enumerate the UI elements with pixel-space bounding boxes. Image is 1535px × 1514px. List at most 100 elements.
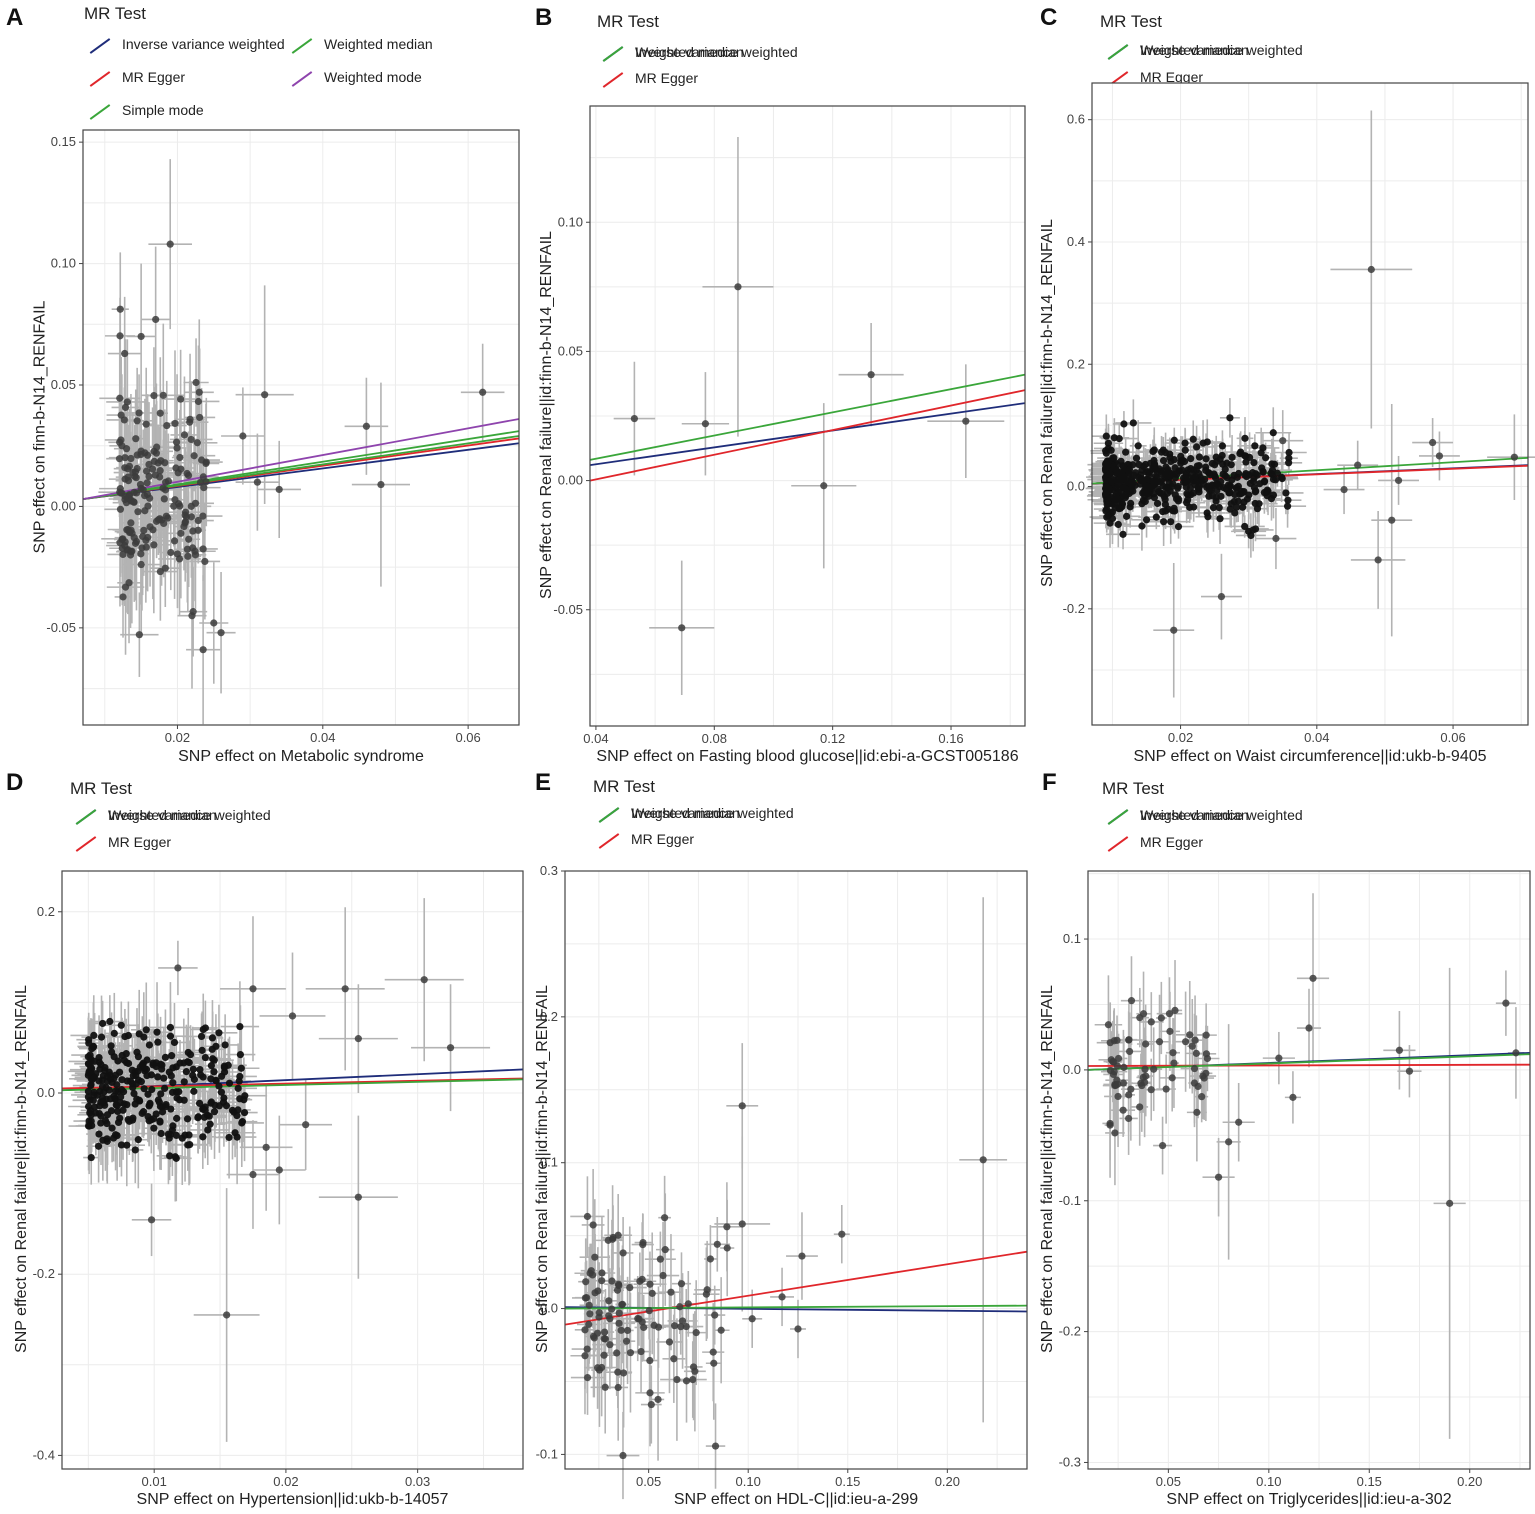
snp-point [354,1035,362,1043]
snp-point [626,1349,635,1357]
snp-point [1218,451,1226,460]
snp-point [138,544,146,552]
snp-point [1259,444,1267,452]
snp-point [190,1075,198,1083]
snp-point [609,1233,617,1242]
snp-point [175,555,184,563]
snp-point [186,415,194,423]
snp-point [240,1096,248,1104]
snp-point [161,1084,169,1093]
snp-point [1141,1065,1149,1073]
y-tick-label: 0.00 [51,498,76,513]
snp-point [131,1146,139,1154]
y-tick-label: 0.1 [1063,931,1081,946]
snp-point [88,1075,97,1083]
snp-point [1170,456,1178,464]
snp-point [1216,515,1224,523]
snp-point [1190,503,1198,511]
snp-point [585,1301,593,1309]
snp-point [1127,997,1136,1005]
snp-point [84,1053,92,1061]
y-axis-label: SNP effect on Renal failure||id:finn-b-N… [538,231,555,599]
y-axis-label: SNP effect on Renal failure||id:finn-b-N… [13,985,30,1353]
snp-point [1164,472,1172,480]
snp-point [107,1042,115,1050]
snp-point [677,1323,685,1331]
snp-point [701,420,710,428]
snp-point [1177,459,1185,467]
snp-point [1190,1064,1199,1073]
snp-point [1149,447,1157,456]
snp-point [199,545,207,553]
snp-point [709,1348,717,1356]
snp-point [189,1065,197,1073]
snp-point [253,478,261,486]
snp-point [1104,439,1113,447]
y-tick-label: 0.2 [1067,356,1085,371]
snp-point [189,608,197,616]
snp-point [161,564,169,572]
snp-point [95,1130,103,1138]
snp-point [670,1355,678,1363]
snp-point [225,1079,234,1087]
snp-point [593,1329,602,1337]
snp-point [175,1088,183,1096]
snp-point [678,1317,687,1325]
snp-point [237,1064,245,1072]
snp-point [1230,497,1238,506]
snp-point [199,646,207,654]
snp-point [1388,516,1396,524]
legend-title: MR Test [84,4,147,23]
snp-point [1251,442,1259,450]
mr-lines [564,1250,1028,1326]
snp-point [171,419,179,428]
snp-point [121,1032,129,1041]
snp-point [195,388,203,396]
snp-point [261,391,269,399]
snp-point [586,1310,594,1318]
snp-point [1119,530,1127,538]
snp-point [1241,522,1249,531]
snp-point [1211,461,1219,469]
snp-point [1139,489,1147,497]
snp-point [170,537,179,545]
snp-point [1279,437,1287,445]
snp-point [122,445,131,453]
snp-point [182,1068,190,1076]
snp-point [1193,1108,1201,1116]
snp-point [107,1107,116,1115]
snp-point [1340,486,1348,494]
snp-point [1246,479,1254,488]
snp-point [1193,443,1201,451]
x-tick-label: 0.02 [273,1474,298,1489]
snp-points [84,964,455,1319]
snp-point [645,1307,653,1315]
panel-label: E [535,769,552,796]
snp-point [1255,500,1263,508]
snp-point [1289,1093,1297,1101]
plot-border [1087,870,1531,1470]
snp-point [1214,1173,1223,1181]
snp-point [1183,499,1191,507]
snp-point [1104,512,1112,520]
snp-point [1202,463,1210,471]
snp-point [1141,1078,1149,1086]
snp-point [108,1124,116,1132]
snp-point [167,1105,175,1113]
snp-point [1164,465,1172,474]
snp-point [646,1356,654,1365]
snp-point [618,1301,626,1309]
snp-point [1188,1042,1196,1050]
snp-point [121,349,129,358]
snp-point [1264,487,1272,495]
snp-point [1182,1038,1190,1046]
snp-point [600,1351,608,1359]
snp-point [154,1038,162,1046]
snp-point [288,1012,297,1020]
snp-point [1283,502,1292,510]
snp-point [1226,414,1234,422]
snp-point [1202,1050,1211,1058]
snp-point [1132,454,1141,462]
snp-point [164,1130,173,1138]
snp-point [192,378,200,387]
